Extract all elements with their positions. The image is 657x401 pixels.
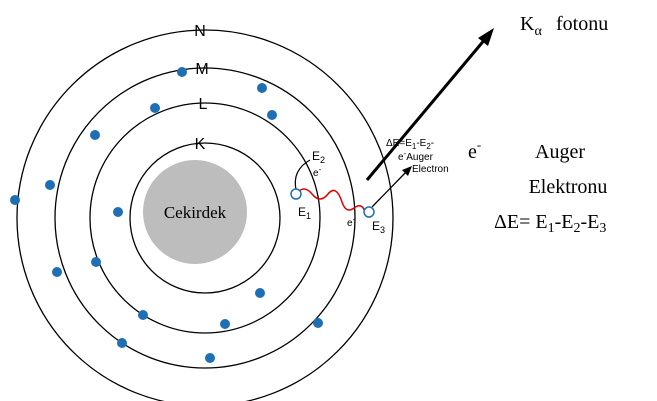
charge: - [319, 165, 322, 174]
auger-title: Elektronu [529, 176, 608, 198]
eq-part: -E [555, 211, 574, 233]
shell-label: N [194, 23, 206, 40]
electron [138, 310, 148, 320]
electron [255, 288, 265, 298]
electron [177, 67, 187, 77]
auger-inner-line2: Electron [412, 164, 449, 175]
equation: ΔE= E1-E2-E3 [494, 211, 606, 236]
level-index: 1 [306, 211, 311, 221]
drop-arrow [295, 160, 310, 190]
electron [10, 195, 20, 205]
eq-sub: 1 [548, 221, 555, 236]
electron [313, 318, 323, 328]
electron [91, 257, 101, 267]
electron [267, 110, 277, 120]
eq-part: - [431, 138, 434, 149]
electron [150, 103, 160, 113]
shell-label: K [195, 136, 206, 153]
eq-sub: 3 [599, 221, 606, 236]
level-letter: E [372, 219, 380, 233]
eq-part: ΔE= E [494, 211, 548, 233]
shell-label: L [199, 96, 208, 113]
eq-part: -E [580, 211, 599, 233]
level-label: E1 [298, 205, 311, 221]
photon-sub: α [534, 24, 542, 39]
electron [220, 319, 230, 329]
level-index: 3 [380, 225, 385, 235]
nucleus-label: Cekirdek [164, 203, 227, 222]
electron [90, 130, 100, 140]
photon-label: Kα [520, 13, 542, 39]
electron [257, 83, 267, 93]
electron [52, 267, 62, 277]
charge: - [477, 137, 481, 152]
charge: - [353, 215, 356, 224]
atom [10, 28, 494, 401]
auger-arrow [372, 170, 408, 207]
electron [205, 353, 215, 363]
electron [117, 338, 127, 348]
vacancy [291, 189, 301, 199]
level-letter: E [298, 205, 306, 219]
eq-sub: 2 [573, 221, 580, 236]
level-label: E3 [372, 219, 385, 235]
eq-part: -E [416, 138, 426, 149]
electron [113, 207, 123, 217]
diagram: N M L K Cekirdek E2 E1 E3 e- e- ΔE=E1-E2… [0, 0, 657, 401]
eq-part: ΔE=E [386, 138, 412, 149]
vacancy [364, 207, 374, 217]
level-letter: E [312, 149, 320, 163]
auger-inner: e-Auger [398, 149, 434, 163]
symbol: e [468, 141, 477, 163]
photon-letter: K [520, 13, 535, 35]
level-label: E2 [312, 149, 325, 165]
level-index: 2 [320, 155, 325, 165]
photon-word: fotonu [556, 13, 608, 35]
auger-word: Auger [406, 152, 433, 163]
electron-label: e- [313, 165, 322, 179]
shell-label: M [195, 61, 208, 78]
emitted-electron: e- [468, 137, 481, 163]
electron [45, 180, 55, 190]
auger-title: Auger [535, 141, 585, 163]
